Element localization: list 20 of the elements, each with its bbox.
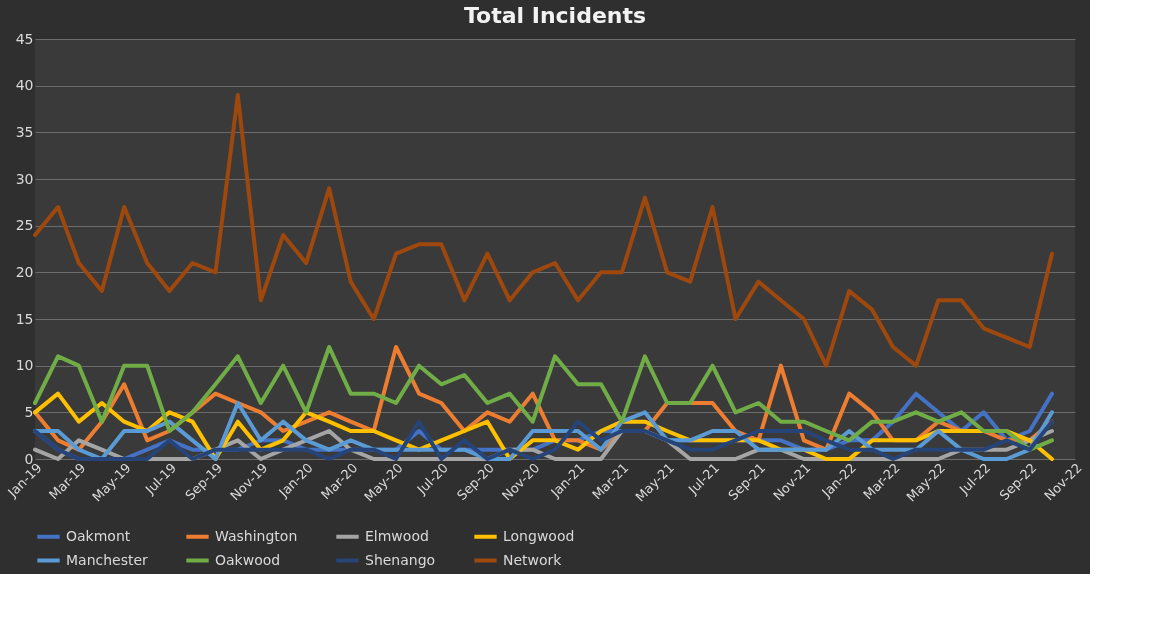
y-tick-label: 5: [24, 403, 34, 420]
line-series: [33, 93, 1054, 368]
y-tick-label: 15: [15, 310, 34, 327]
y-tick-label: 45: [15, 30, 34, 47]
line-series: [33, 419, 1054, 461]
chart-title: Total Incidents: [463, 3, 647, 28]
y-tick-label: 20: [15, 263, 34, 280]
y-tick-label: 35: [15, 123, 34, 140]
y-tick-label: 30: [15, 170, 34, 187]
legend-label: Elmwood: [365, 527, 429, 544]
legend-label: Oakwood: [215, 551, 281, 568]
legend-label: Longwood: [503, 527, 575, 544]
legend-label: Network: [503, 551, 563, 568]
legend-label: Manchester: [66, 551, 149, 568]
legend-label: Shenango: [365, 551, 436, 568]
legend-label: Washington: [215, 527, 298, 544]
y-tick-label: 25: [15, 217, 34, 234]
legend-label: Oakmont: [66, 527, 131, 544]
y-tick-label: 40: [15, 77, 34, 94]
y-tick-label: 10: [15, 357, 34, 374]
